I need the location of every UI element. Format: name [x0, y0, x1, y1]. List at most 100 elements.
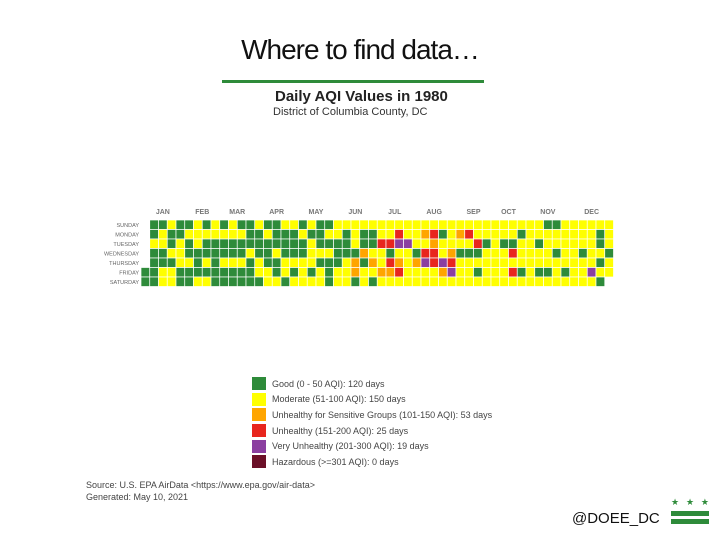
aqi-day-cell: [578, 229, 588, 240]
legend-label-moderate: Moderate (51-100 AQI): 150 days: [272, 394, 406, 405]
month-label-oct: OCT: [501, 209, 517, 216]
aqi-day-cell: [333, 276, 343, 287]
aqi-day-cell: [280, 267, 291, 278]
aqi-day-cell: [350, 248, 361, 259]
aqi-day-cell: [481, 238, 492, 249]
legend-label-good: Good (0 - 50 AQI): 120 days: [272, 378, 385, 389]
aqi-day-cell: [175, 219, 186, 230]
aqi-day-cell: [315, 229, 326, 240]
aqi-day-cell: [569, 276, 579, 287]
weekday-label-tuesday: TUESDAY: [113, 242, 139, 248]
aqi-day-cell: [429, 219, 439, 230]
aqi-day-cell: [368, 257, 378, 268]
weekday-label-sunday: SUNDAY: [116, 223, 139, 229]
aqi-day-cell: [543, 238, 553, 249]
aqi-day-cell: [516, 257, 527, 268]
aqi-day-cell: [210, 276, 221, 287]
aqi-day-cell: [604, 248, 614, 259]
aqi-day-cell: [263, 267, 273, 278]
aqi-day-cell: [236, 248, 247, 259]
aqi-day-cell: [455, 267, 466, 278]
aqi-day-cell: [341, 276, 352, 287]
aqi-day-cell: [158, 257, 168, 268]
aqi-day-cell: [578, 238, 588, 249]
aqi-day-cell: [429, 248, 439, 259]
source-note: Source: U.S. EPA AirData <https://www.ep…: [86, 479, 315, 503]
aqi-day-cell: [420, 267, 431, 278]
aqi-day-cell: [551, 219, 562, 230]
aqi-day-cell: [490, 257, 501, 268]
aqi-day-cell: [403, 276, 413, 287]
aqi-day-cell: [455, 248, 466, 259]
aqi-day-cell: [184, 229, 194, 240]
aqi-day-cell: [315, 219, 326, 230]
aqi-day-cell: [438, 219, 448, 230]
aqi-day-cell: [534, 219, 544, 230]
aqi-day-cell: [149, 229, 159, 240]
aqi-day-cell: [464, 248, 474, 259]
aqi-day-cell: [201, 248, 212, 259]
aqi-day-cell: [271, 257, 282, 268]
aqi-day-cell: [175, 238, 186, 249]
aqi-day-cell: [499, 248, 509, 259]
aqi-day-cell: [175, 276, 186, 287]
aqi-day-cell: [534, 229, 544, 240]
aqi-day-cell: [403, 267, 413, 278]
aqi-day-cell: [166, 219, 177, 230]
aqi-day-cell: [184, 248, 194, 259]
aqi-day-cell: [201, 238, 212, 249]
aqi-day-cell: [560, 267, 571, 278]
legend-label-usg: Unhealthy for Sensitive Groups (101-150 …: [272, 409, 493, 420]
aqi-day-cell: [499, 229, 509, 240]
aqi-day-cell: [464, 229, 474, 240]
weekday-label-wednesday: WEDNESDAY: [104, 252, 139, 258]
aqi-day-cell: [481, 267, 492, 278]
aqi-day-cell: [429, 276, 439, 287]
aqi-day-cell: [560, 276, 571, 287]
aqi-day-cell: [586, 276, 597, 287]
flag-star-icon: ★: [685, 497, 695, 507]
aqi-day-cell: [306, 248, 317, 259]
aqi-day-cell: [324, 238, 334, 249]
aqi-day-cell: [289, 219, 299, 230]
aqi-day-cell: [490, 229, 501, 240]
aqi-day-cell: [149, 238, 159, 249]
aqi-day-cell: [438, 276, 448, 287]
aqi-day-cell: [499, 238, 509, 249]
aqi-day-cell: [271, 248, 282, 259]
aqi-day-cell: [446, 248, 457, 259]
aqi-day-cell: [245, 267, 256, 278]
aqi-day-cell: [525, 238, 536, 249]
aqi-day-cell: [551, 257, 562, 268]
aqi-day-cell: [263, 276, 273, 287]
aqi-day-cell: [254, 238, 264, 249]
aqi-day-cell: [149, 276, 159, 287]
aqi-day-cell: [446, 229, 457, 240]
aqi-day-cell: [263, 229, 273, 240]
aqi-day-cell: [298, 257, 308, 268]
month-label-jul: JUL: [388, 209, 402, 216]
title-underline: [222, 80, 484, 83]
month-label-aug: AUG: [426, 209, 442, 216]
aqi-day-cell: [306, 276, 317, 287]
aqi-day-cell: [473, 229, 483, 240]
aqi-day-cell: [429, 267, 439, 278]
aqi-day-cell: [516, 248, 527, 259]
aqi-day-cell: [411, 267, 422, 278]
aqi-day-cell: [586, 267, 597, 278]
aqi-day-cell: [184, 257, 194, 268]
source-line: Source: U.S. EPA AirData <https://www.ep…: [86, 480, 315, 490]
aqi-day-cell: [280, 276, 291, 287]
aqi-day-cell: [394, 248, 404, 259]
aqi-day-cell: [254, 257, 264, 268]
aqi-day-cell: [499, 276, 509, 287]
aqi-day-cell: [236, 276, 247, 287]
aqi-day-cell: [341, 257, 352, 268]
aqi-day-cell: [376, 229, 387, 240]
aqi-day-cell: [376, 238, 387, 249]
aqi-day-cell: [569, 229, 579, 240]
aqi-day-cell: [420, 229, 431, 240]
aqi-day-cell: [543, 276, 553, 287]
aqi-day-cell: [193, 219, 203, 230]
aqi-day-cell: [368, 219, 378, 230]
